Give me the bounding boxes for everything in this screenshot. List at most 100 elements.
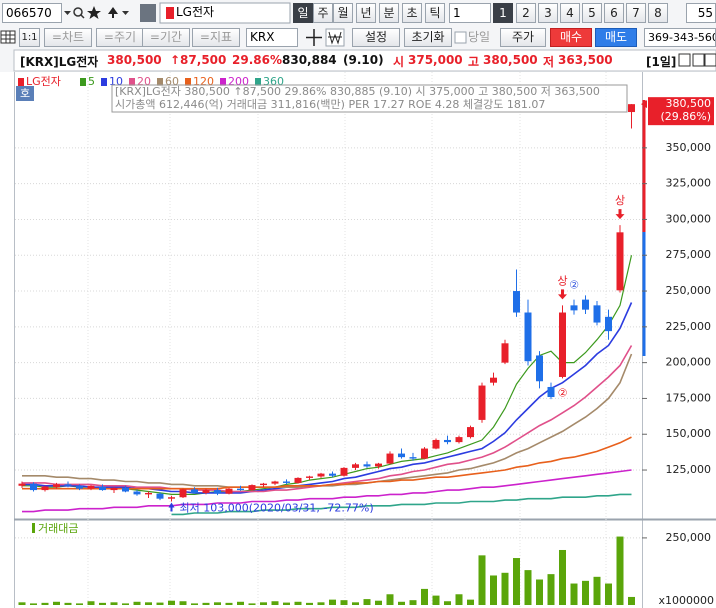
legend-swatch [18,78,24,86]
period-button[interactable]: 초 [402,3,422,23]
won-icon-glyph [328,31,342,45]
candle-body [122,487,129,492]
price-tag-change: (29.86%) [660,110,711,123]
volume-bar [317,602,325,605]
today-label[interactable]: 당일 [468,30,491,44]
buy-button[interactable]: 매수 [550,28,592,47]
market-select[interactable]: KRX [246,28,298,47]
period-button[interactable]: 주 [313,3,333,23]
volume-bar [375,600,382,605]
candle-body [225,488,233,494]
tool-button[interactable]: 설정 [352,28,400,47]
candle-body [260,483,267,486]
page-button[interactable]: 1 [493,3,513,23]
stock-name[interactable]: LG전자 [176,5,215,19]
tab-button[interactable]: =주기 [96,28,144,47]
candle-body [547,386,555,398]
volume-bar [87,601,95,605]
candle-body [87,485,95,489]
candle-body [145,492,152,495]
window-control[interactable] [704,53,716,67]
volume-bar [616,536,624,605]
y-tick-label: 200,000 [666,356,712,369]
candle-body [628,104,635,113]
candle-body [110,487,118,491]
candle-body [421,448,428,459]
tab-button[interactable]: =기간 [142,28,190,47]
stock-code-input[interactable]: 066570 [2,3,62,23]
candle-body [375,463,382,467]
volume-bar [421,588,428,605]
period-button[interactable]: 틱 [425,3,445,23]
candle-body [363,464,371,467]
candle-body [432,439,440,449]
candle-body [202,490,210,493]
stock-name-box [159,2,291,24]
candle-body [559,312,566,377]
legend-swatch [255,78,261,86]
period-button[interactable]: 분 [379,3,399,23]
volume-bar [547,574,555,605]
volume-bar [352,602,359,605]
quote-button[interactable] [16,86,34,101]
candle-body [248,485,256,491]
tool-button[interactable]: 초기화 [404,28,452,47]
candle-body [524,312,532,362]
price-button[interactable]: 주가 [500,28,546,47]
legend-swatch [185,78,191,86]
ratio-button[interactable]: 1:1 [19,28,40,47]
candle-body [30,483,37,491]
period-button[interactable]: 일 [293,3,313,23]
count-mark: ② [558,386,568,399]
y-tick-label: 150,000 [666,427,712,440]
volume-bar [444,601,451,605]
page-button[interactable]: 7 [626,3,646,23]
candle-body [271,481,279,484]
quote-button-label[interactable]: 호 [20,87,30,100]
tab-button[interactable]: =지표 [192,28,240,47]
ma-line [22,302,633,494]
page-button[interactable]: 6 [604,3,624,23]
candle-body [156,493,164,499]
candle-body [490,377,497,383]
page-button[interactable]: 3 [538,3,558,23]
candle-body [616,232,624,291]
volume-bar [593,576,601,605]
info-date: (9.10) [343,53,384,67]
page-button[interactable]: 2 [516,3,536,23]
low-arrow [168,502,175,512]
volume-bar [30,603,37,605]
candle-body [444,439,451,443]
candle-body [283,481,290,483]
volume-bar [283,602,290,605]
page-button[interactable]: 5 [582,3,602,23]
limit-up-label: 상 [557,274,567,287]
page-button[interactable]: 4 [560,3,580,23]
panel-title-icon [32,523,35,533]
window-control[interactable] [692,53,705,67]
candle-body [168,497,175,499]
candle-body [18,483,26,486]
period-button[interactable]: 년 [356,3,376,23]
volume-bar [41,602,49,605]
volume-bar [191,603,198,605]
volume-bar [156,602,164,605]
volume-bar [398,601,405,605]
tab-button[interactable]: =차트 [44,28,92,47]
volume-bar [501,572,509,605]
account-number[interactable]: 369-343-560 [644,28,716,47]
page-button[interactable]: 8 [648,3,668,23]
interval-select[interactable]: 1 [449,3,491,23]
sell-button[interactable]: 매도 [595,28,637,47]
volume-bar [628,596,635,605]
period-button[interactable]: 월 [333,3,353,23]
window-control[interactable] [678,53,691,67]
legend-swatch [157,78,163,86]
volume-bar [64,602,72,605]
count-mark: ② [569,279,579,292]
count-input[interactable]: 55 [686,3,716,23]
volume-bar [145,602,152,605]
search-icon [80,14,85,19]
y-tick-label: 300,000 [666,212,712,225]
